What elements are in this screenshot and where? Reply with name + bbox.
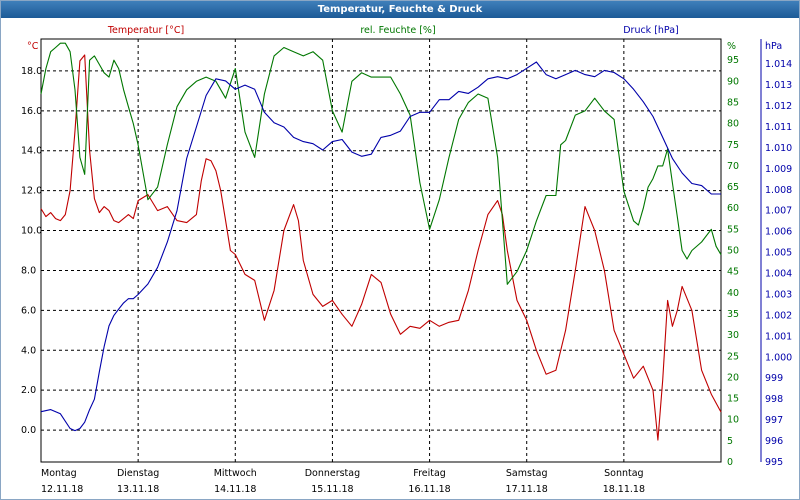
pressure-tick-label: 1.001 xyxy=(765,331,792,342)
pressure-tick-label: 997 xyxy=(765,415,783,426)
pressure-tick-label: 998 xyxy=(765,394,783,405)
pressure-tick-label: 1.010 xyxy=(765,143,792,154)
humidity-tick-label: 90 xyxy=(727,76,739,87)
window-title: Temperatur, Feuchte & Druck xyxy=(1,1,799,18)
pressure-tick-label: 1.009 xyxy=(765,164,792,175)
x-tick-date: 12.11.18 xyxy=(41,484,83,495)
x-tick-day: Donnerstag xyxy=(305,468,360,479)
x-tick-day: Montag xyxy=(41,468,77,479)
humidity-tick-label: 60 xyxy=(727,203,739,214)
temperature-unit-label: °C xyxy=(27,41,39,52)
pressure-tick-label: 1.014 xyxy=(765,59,792,70)
pressure-tick-label: 1.000 xyxy=(765,352,792,363)
temperature-tick-label: 4.0 xyxy=(21,345,36,356)
temperature-tick-label: 12.0 xyxy=(21,186,42,197)
temperature-tick-label: 6.0 xyxy=(21,305,36,316)
humidity-tick-label: 75 xyxy=(727,140,739,151)
pressure-tick-label: 1.003 xyxy=(765,289,792,300)
x-tick-day: Dienstag xyxy=(117,468,159,479)
pressure-tick-label: 995 xyxy=(765,457,783,468)
temperature-tick-label: 8.0 xyxy=(21,265,36,276)
humidity-tick-label: 70 xyxy=(727,161,739,172)
temperature-tick-label: 10.0 xyxy=(21,226,42,237)
humidity-tick-label: 20 xyxy=(727,372,739,383)
humidity-tick-label: 25 xyxy=(727,351,739,362)
x-tick-date: 18.11.18 xyxy=(603,484,645,495)
pressure-tick-label: 1.004 xyxy=(765,269,792,280)
temperature-tick-label: 18.0 xyxy=(21,66,42,77)
humidity-tick-label: 95 xyxy=(727,55,739,66)
x-tick-date: 14.11.18 xyxy=(214,484,256,495)
humidity-tick-label: 55 xyxy=(727,224,739,235)
humidity-tick-label: 40 xyxy=(727,288,739,299)
x-tick-day: Freitag xyxy=(413,468,446,479)
x-tick-date: 17.11.18 xyxy=(506,484,548,495)
humidity-tick-label: 5 xyxy=(727,436,733,447)
plot-border xyxy=(40,38,722,463)
pressure-tick-label: 1.008 xyxy=(765,185,792,196)
x-tick-date: 16.11.18 xyxy=(408,484,450,495)
temperature-tick-label: 0.0 xyxy=(21,425,36,436)
x-tick-day: Sonntag xyxy=(604,468,643,479)
humidity-tick-label: 65 xyxy=(727,182,739,193)
pressure-tick-label: 1.007 xyxy=(765,206,792,217)
humidity-tick-label: 50 xyxy=(727,246,739,257)
temperature-axis-title: Temperatur [°C] xyxy=(107,25,184,36)
humidity-tick-label: 45 xyxy=(727,267,739,278)
humidity-tick-label: 30 xyxy=(727,330,739,341)
humidity-tick-label: 35 xyxy=(727,309,739,320)
humidity-axis-title: rel. Feuchte [%] xyxy=(360,25,435,36)
temperature-tick-label: 2.0 xyxy=(21,385,36,396)
pressure-tick-label: 999 xyxy=(765,373,783,384)
temperature-tick-label: 14.0 xyxy=(21,146,42,157)
x-tick-date: 15.11.18 xyxy=(311,484,353,495)
pressure-axis-title: Druck [hPa] xyxy=(623,25,679,36)
pressure-tick-label: 1.002 xyxy=(765,310,792,321)
x-tick-day: Samstag xyxy=(506,468,548,479)
pressure-tick-label: 1.006 xyxy=(765,227,792,238)
pressure-tick-label: 996 xyxy=(765,436,783,447)
pressure-tick-label: 1.011 xyxy=(765,122,792,133)
humidity-tick-label: 0 xyxy=(727,457,733,468)
x-tick-date: 13.11.18 xyxy=(117,484,159,495)
pressure-tick-label: 1.005 xyxy=(765,248,792,259)
pressure-tick-label: 1.013 xyxy=(765,80,792,91)
pressure-tick-label: 1.012 xyxy=(765,101,792,112)
humidity-series-line xyxy=(40,42,722,285)
temperature-tick-label: 16.0 xyxy=(21,106,42,117)
pressure-unit-label: hPa xyxy=(765,41,782,52)
pressure-series-line xyxy=(40,61,721,432)
humidity-tick-label: 85 xyxy=(727,97,739,108)
x-tick-day: Mittwoch xyxy=(214,468,257,479)
humidity-tick-label: 80 xyxy=(727,119,739,130)
temperature-series-line xyxy=(40,54,722,441)
humidity-tick-label: 10 xyxy=(727,415,739,426)
humidity-unit-label: % xyxy=(727,41,736,52)
humidity-tick-label: 15 xyxy=(727,394,739,405)
